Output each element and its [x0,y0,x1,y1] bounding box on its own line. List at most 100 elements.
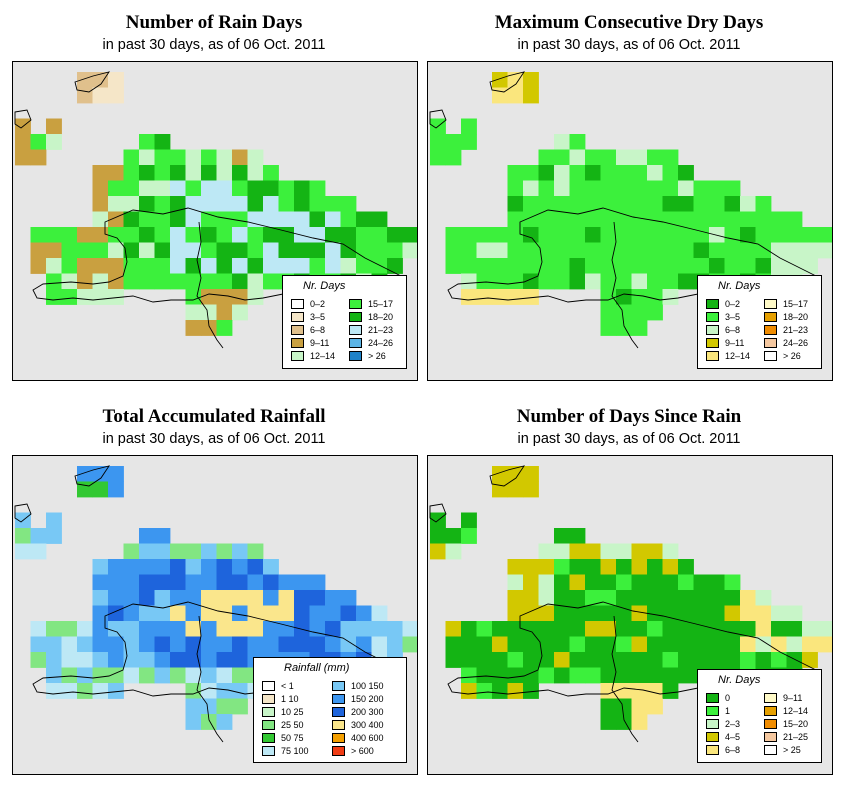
grid-cell [647,211,663,228]
grid-cell [724,605,741,622]
grid-cell [445,528,462,544]
grid-cell [185,242,202,259]
grid-cell [461,118,477,135]
grid-cell [585,621,601,637]
grid-cell [216,304,233,321]
legend-item: 15–17 [764,298,808,309]
legend-label: 15–17 [783,298,809,309]
grid-cell [507,590,524,606]
legend-label: 9–11 [725,337,745,348]
legend-swatch [262,732,275,743]
legend-label: 1 [725,705,731,716]
grid-cell [232,590,248,606]
grid-cell [185,605,202,622]
grid-cell [585,543,601,560]
grid-cell [170,543,186,560]
grid-cell [507,559,524,575]
legend-swatch [332,693,345,704]
grid-cell [232,242,248,259]
grid-cell [232,304,248,321]
legend-swatch [262,706,275,717]
legend-title: Nr. Days [718,280,761,292]
legend-label: 18–20 [783,311,809,322]
legend-swatch [764,350,777,361]
grid-cell [631,590,648,606]
grid-cell [46,134,62,150]
legend-item: 25 50 [262,719,304,730]
legend-label: > 600 [351,745,374,756]
grid-cell [476,227,493,243]
grid-cell [631,574,648,591]
grid-cell [755,227,772,243]
grid-cell [247,289,264,305]
grid-cell [356,621,372,637]
grid-cell [61,636,78,653]
grid-cell [445,227,462,243]
grid-cell [402,227,417,243]
legend-label: 21–25 [783,731,809,742]
grid-cell [631,652,648,668]
panel-title-days-since-rain: Number of Days Since Rain [516,406,742,427]
grid-cell [263,227,279,243]
grid-cell [445,621,462,637]
grid-cell [108,481,124,498]
panel-title-total-rainfall: Total Accumulated Rainfall [102,406,326,427]
grid-cell [647,574,663,591]
legend-item: 12–14 [764,705,808,716]
grid-cell [154,605,171,622]
legend-label: 3–5 [310,311,326,322]
grid-cell [585,149,601,166]
grid-cell [46,118,62,135]
grid-cell [46,652,62,668]
grid-cell [755,636,772,653]
grid-cell [108,258,124,274]
grid-cell [139,165,155,181]
legend-swatch [764,744,777,755]
grid-cell [569,149,586,166]
legend-label: 1 10 [281,693,299,704]
grid-cell [123,559,140,575]
grid-cell [678,621,694,637]
grid-cell [523,227,539,243]
grid-cell [693,258,710,274]
grid-cell [123,165,140,181]
grid-cell [309,211,326,228]
legend-item: 4–5 [706,731,740,742]
grid-cell [740,636,756,653]
grid-cell [294,258,310,274]
grid-cell [201,636,217,653]
grid-cell [647,304,663,321]
island-outline [32,601,402,743]
grid-cell [569,667,586,684]
grid-cell [817,242,832,259]
grid-cell [232,543,248,560]
grid-cell [77,258,93,274]
grid-cell [201,621,217,637]
grid-cell [709,258,725,274]
panel-title-rain-days: Number of Rain Days [125,12,303,33]
grid-cell [724,180,741,197]
grid-cell [755,590,772,606]
grid-cell [647,683,663,699]
grid-cell [771,258,787,274]
grid-cell [538,667,555,684]
grid-cell [201,180,217,197]
grid-cell [445,134,462,150]
grid-cell [216,667,233,684]
grid-cell [678,165,694,181]
legend-label: 24–26 [368,337,394,348]
grid-cell [492,258,508,274]
grid-cell [631,698,648,715]
legend-swatch [291,311,304,322]
islet-outline [14,465,111,523]
grid-cell [77,683,93,699]
grid-cell [678,605,694,622]
grid-cell [201,683,217,699]
grid-cell [309,574,326,591]
grid-cell [678,242,694,259]
grid-cell [294,211,310,228]
panel-subtitle-max-dry-days: in past 30 days, as of 06 Oct. 2011 [517,37,741,53]
grid-cell [585,242,601,259]
grid-cell [263,196,279,212]
grid-cell [554,590,570,606]
